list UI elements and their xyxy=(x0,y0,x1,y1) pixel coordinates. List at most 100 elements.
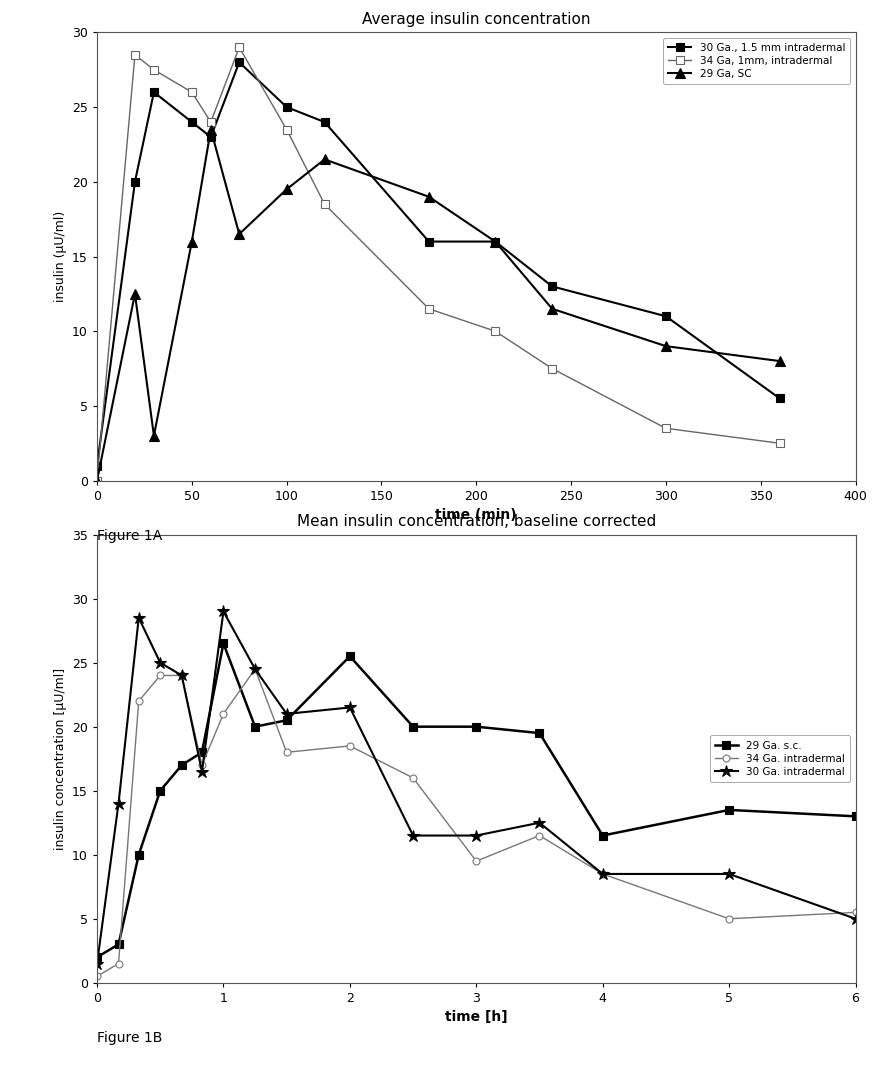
30 Ga. intradermal xyxy=(724,867,735,880)
Text: Figure 1A: Figure 1A xyxy=(97,529,162,543)
34 Ga, 1mm, intradermal xyxy=(319,198,330,211)
30 Ga. intradermal xyxy=(218,605,228,618)
30 Ga., 1.5 mm intradermal xyxy=(206,131,216,144)
30 Ga. intradermal xyxy=(197,765,207,778)
Title: Average insulin concentration: Average insulin concentration xyxy=(362,12,591,27)
X-axis label: time (min): time (min) xyxy=(436,509,517,523)
34 Ga, 1mm, intradermal xyxy=(148,64,159,77)
29 Ga. s.c. xyxy=(345,650,355,663)
29 Ga. s.c. xyxy=(92,950,102,963)
34 Ga, 1mm, intradermal xyxy=(92,474,102,487)
30 Ga., 1.5 mm intradermal xyxy=(130,175,140,188)
30 Ga., 1.5 mm intradermal xyxy=(423,235,434,248)
29 Ga. s.c. xyxy=(597,829,608,842)
30 Ga., 1.5 mm intradermal xyxy=(148,85,159,98)
29 Ga. s.c. xyxy=(281,714,292,727)
34 Ga, 1mm, intradermal xyxy=(423,302,434,315)
29 Ga, SC xyxy=(490,235,501,248)
30 Ga. intradermal xyxy=(850,913,861,926)
34 Ga. intradermal xyxy=(471,854,482,867)
34 Ga, 1mm, intradermal xyxy=(490,325,501,338)
29 Ga, SC xyxy=(92,474,102,487)
34 Ga. intradermal xyxy=(281,746,292,759)
Line: 29 Ga. s.c.: 29 Ga. s.c. xyxy=(93,639,860,961)
34 Ga, 1mm, intradermal xyxy=(661,422,671,435)
Y-axis label: insulin (μU/ml): insulin (μU/ml) xyxy=(54,211,66,302)
34 Ga. intradermal xyxy=(534,829,545,842)
29 Ga, SC xyxy=(186,235,197,248)
34 Ga, 1mm, intradermal xyxy=(774,436,785,449)
30 Ga., 1.5 mm intradermal xyxy=(490,235,501,248)
29 Ga. s.c. xyxy=(133,848,144,861)
34 Ga. intradermal xyxy=(92,970,102,983)
Y-axis label: insulin concentration [μU/ml]: insulin concentration [μU/ml] xyxy=(54,667,66,850)
30 Ga. intradermal xyxy=(345,701,355,714)
29 Ga. s.c. xyxy=(724,804,735,816)
34 Ga. intradermal xyxy=(197,758,207,771)
34 Ga. intradermal xyxy=(250,663,260,676)
29 Ga, SC xyxy=(319,153,330,166)
29 Ga, SC xyxy=(661,339,671,352)
X-axis label: time [h]: time [h] xyxy=(445,1011,508,1025)
Legend: 29 Ga. s.c., 34 Ga. intradermal, 30 Ga. intradermal: 29 Ga. s.c., 34 Ga. intradermal, 30 Ga. … xyxy=(710,735,850,782)
30 Ga. intradermal xyxy=(176,669,187,681)
Line: 30 Ga., 1.5 mm intradermal: 30 Ga., 1.5 mm intradermal xyxy=(93,58,784,470)
30 Ga., 1.5 mm intradermal xyxy=(661,310,671,323)
29 Ga. s.c. xyxy=(176,758,187,771)
30 Ga. intradermal xyxy=(92,957,102,970)
29 Ga, SC xyxy=(234,228,244,241)
34 Ga. intradermal xyxy=(155,669,166,681)
30 Ga., 1.5 mm intradermal xyxy=(319,116,330,129)
34 Ga, 1mm, intradermal xyxy=(130,49,140,62)
30 Ga., 1.5 mm intradermal xyxy=(234,56,244,69)
34 Ga. intradermal xyxy=(407,771,418,784)
29 Ga. s.c. xyxy=(471,720,482,733)
29 Ga. s.c. xyxy=(113,937,123,950)
30 Ga., 1.5 mm intradermal xyxy=(774,392,785,405)
34 Ga, 1mm, intradermal xyxy=(547,362,557,375)
29 Ga. s.c. xyxy=(534,727,545,740)
34 Ga. intradermal xyxy=(113,957,123,970)
30 Ga. intradermal xyxy=(407,829,418,842)
29 Ga, SC xyxy=(423,190,434,203)
30 Ga. intradermal xyxy=(281,707,292,720)
30 Ga., 1.5 mm intradermal xyxy=(186,116,197,129)
29 Ga. s.c. xyxy=(850,810,861,823)
29 Ga. s.c. xyxy=(197,746,207,759)
30 Ga. intradermal xyxy=(113,797,123,810)
29 Ga. s.c. xyxy=(155,784,166,797)
29 Ga, SC xyxy=(206,123,216,136)
Line: 30 Ga. intradermal: 30 Ga. intradermal xyxy=(91,605,862,970)
34 Ga. intradermal xyxy=(218,707,228,720)
30 Ga. intradermal xyxy=(155,657,166,670)
Line: 34 Ga. intradermal: 34 Ga. intradermal xyxy=(93,665,859,980)
34 Ga. intradermal xyxy=(597,867,608,880)
34 Ga. intradermal xyxy=(176,669,187,681)
Legend: 30 Ga., 1.5 mm intradermal, 34 Ga, 1mm, intradermal, 29 Ga, SC: 30 Ga., 1.5 mm intradermal, 34 Ga, 1mm, … xyxy=(663,38,850,84)
Text: Figure 1B: Figure 1B xyxy=(97,1031,162,1045)
29 Ga, SC xyxy=(130,287,140,300)
34 Ga, 1mm, intradermal xyxy=(234,41,244,54)
30 Ga. intradermal xyxy=(133,611,144,624)
34 Ga, 1mm, intradermal xyxy=(186,85,197,98)
29 Ga, SC xyxy=(774,354,785,367)
30 Ga. intradermal xyxy=(250,663,260,676)
30 Ga., 1.5 mm intradermal xyxy=(92,459,102,472)
29 Ga. s.c. xyxy=(250,720,260,733)
34 Ga, 1mm, intradermal xyxy=(281,123,292,136)
30 Ga. intradermal xyxy=(534,816,545,829)
30 Ga., 1.5 mm intradermal xyxy=(281,100,292,113)
30 Ga. intradermal xyxy=(471,829,482,842)
Line: 29 Ga, SC: 29 Ga, SC xyxy=(92,124,785,486)
29 Ga. s.c. xyxy=(218,637,228,650)
34 Ga. intradermal xyxy=(850,906,861,919)
34 Ga. intradermal xyxy=(724,913,735,926)
30 Ga. intradermal xyxy=(597,867,608,880)
34 Ga, 1mm, intradermal xyxy=(206,116,216,129)
Line: 34 Ga, 1mm, intradermal: 34 Ga, 1mm, intradermal xyxy=(93,43,784,485)
34 Ga. intradermal xyxy=(345,740,355,753)
29 Ga. s.c. xyxy=(407,720,418,733)
29 Ga, SC xyxy=(281,183,292,195)
29 Ga, SC xyxy=(547,302,557,315)
29 Ga, SC xyxy=(148,429,159,443)
